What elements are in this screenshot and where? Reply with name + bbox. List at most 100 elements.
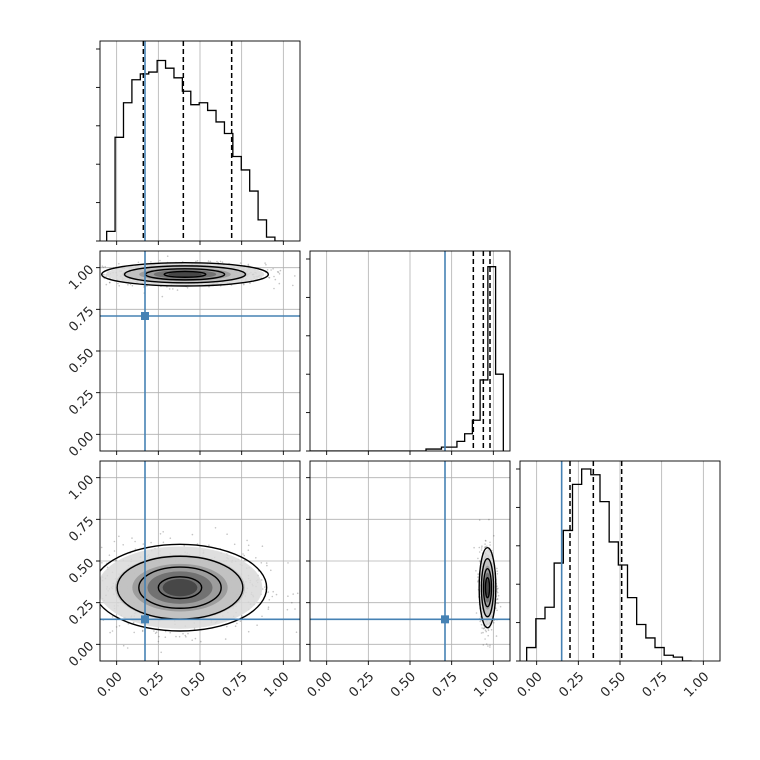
scatter-point (292, 593, 295, 595)
scatter-point (486, 545, 488, 548)
scatter-point (105, 275, 107, 278)
scatter-point (272, 268, 274, 270)
scatter-point (191, 533, 194, 536)
scatter-point (477, 557, 479, 560)
y-tick-label: 0.00 (66, 429, 97, 460)
scatter-point (268, 599, 271, 601)
scatter-point (497, 602, 500, 605)
scatter-point (485, 540, 487, 542)
scatter-point (487, 628, 490, 630)
scatter-point (484, 638, 486, 640)
scatter-point (191, 639, 193, 641)
y-tick-label: 0.25 (66, 387, 97, 418)
scatter-point (489, 644, 491, 647)
scatter-point (256, 624, 258, 626)
scatter-point (208, 544, 210, 546)
scatter-point (473, 546, 475, 549)
scatter-point (137, 261, 140, 264)
scatter-point (243, 283, 245, 286)
x-tick-label: 0.00 (515, 669, 546, 700)
y-tick-label: 0.75 (66, 514, 97, 545)
scatter-point (477, 576, 479, 578)
scatter-point (122, 644, 125, 647)
scatter-point (294, 608, 296, 610)
scatter-point (208, 285, 210, 288)
histogram-0 (106, 59, 284, 241)
truth-marker (441, 615, 449, 624)
scatter-point (265, 562, 268, 564)
scatter-point (153, 630, 155, 632)
scatter-point (111, 630, 114, 632)
scatter-point (287, 562, 289, 564)
scatter-point (113, 540, 116, 543)
scatter-point (108, 554, 111, 556)
contour-line (123, 265, 247, 284)
panel-2-2 (516, 460, 721, 665)
scatter-point (496, 609, 498, 612)
scatter-point (485, 643, 488, 645)
scatter-point (131, 537, 133, 539)
scatter-point (118, 262, 120, 265)
scatter-point (490, 629, 493, 631)
scatter-point (273, 275, 275, 278)
scatter-point (479, 616, 482, 618)
contour-line (480, 557, 495, 618)
scatter-point (100, 546, 103, 549)
scatter-point (497, 594, 500, 597)
scatter-point (122, 544, 124, 546)
panel-0-0 (96, 40, 301, 245)
scatter-point (270, 569, 272, 572)
scatter-point (499, 605, 502, 608)
scatter-point (270, 269, 272, 271)
x-tick-label: 0.00 (305, 669, 336, 700)
y-tick-label: 0.75 (66, 304, 97, 335)
scatter-point (482, 631, 484, 634)
scatter-point (146, 285, 148, 287)
scatter-point (108, 281, 111, 284)
scatter-point (242, 553, 244, 555)
scatter-point (292, 284, 294, 287)
scatter-point (496, 590, 498, 592)
scatter-point (101, 562, 103, 564)
scatter-point (226, 625, 228, 628)
scatter-point (496, 570, 499, 572)
scatter-point (477, 573, 479, 575)
scatter-point (264, 262, 266, 264)
scatter-point (132, 621, 135, 624)
y-tick-label: 1.00 (66, 472, 97, 503)
scatter-point (478, 519, 481, 521)
scatter-point (484, 546, 486, 549)
scatter-point (186, 287, 189, 289)
scatter-point (496, 598, 499, 600)
scatter-point (295, 631, 298, 633)
scatter-point (141, 629, 144, 632)
scatter-point (484, 543, 486, 545)
scatter-point (480, 547, 483, 549)
scatter-point (118, 285, 120, 287)
scatter-point (239, 620, 242, 622)
contour-line (100, 261, 270, 287)
scatter-point (127, 284, 129, 286)
scatter-point (496, 598, 499, 601)
scatter-point (489, 541, 491, 544)
scatter-point (287, 595, 289, 597)
panel-2-0 (96, 460, 301, 665)
scatter-point (286, 608, 289, 611)
scatter-point (246, 539, 248, 542)
scatter-point (484, 629, 487, 631)
scatter-point (172, 288, 174, 290)
scatter-point (488, 518, 490, 521)
scatter-point (141, 630, 144, 633)
density-fill (485, 579, 490, 596)
scatter-point (154, 632, 157, 634)
scatter-point (236, 622, 238, 625)
scatter-point (497, 587, 499, 590)
scatter-point (114, 559, 117, 562)
scatter-point (484, 539, 487, 542)
scatter-point (249, 282, 251, 285)
scatter-point (187, 632, 189, 635)
y-tick-label: 0.50 (66, 346, 97, 377)
scatter-point (126, 647, 129, 649)
scatter-point (234, 625, 237, 627)
scatter-point (267, 591, 270, 593)
